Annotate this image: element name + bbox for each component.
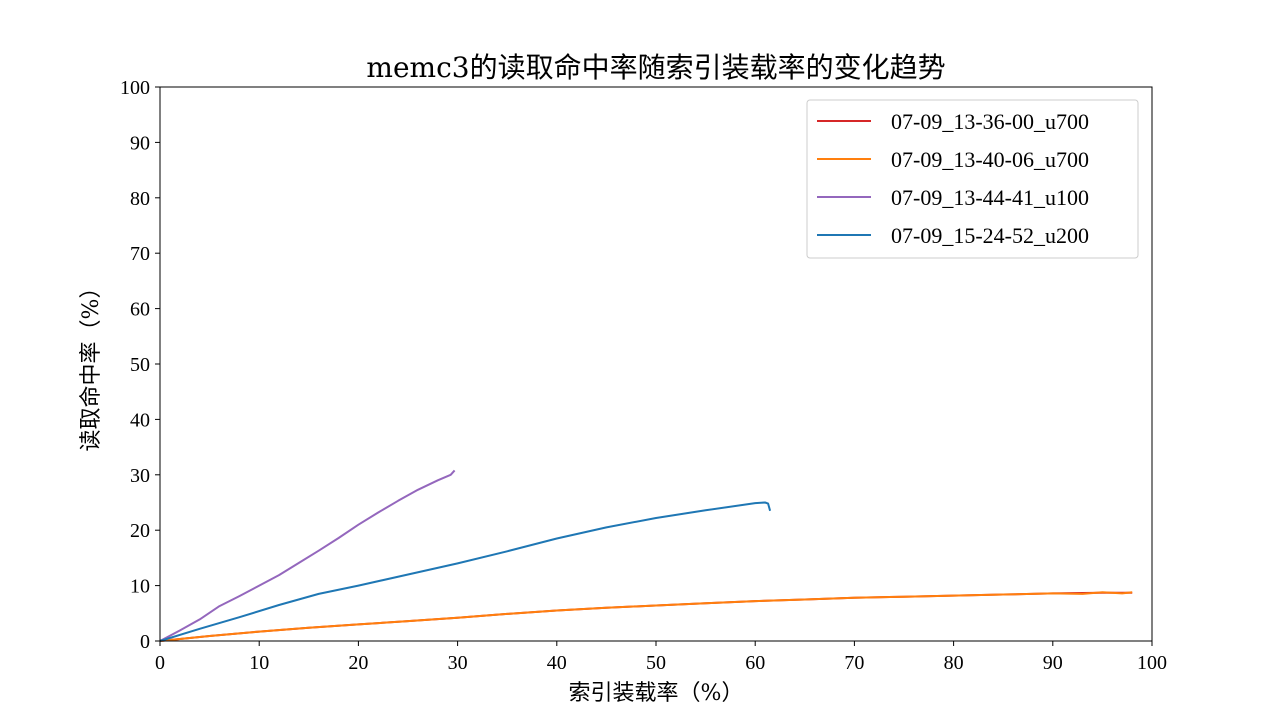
x-tick-label: 50 — [646, 652, 666, 674]
x-axis-label: 索引装载率（%） — [569, 681, 744, 706]
y-tick-label: 90 — [130, 132, 150, 154]
series-line — [159, 501, 772, 642]
y-tick-label: 10 — [130, 576, 150, 598]
y-tick-label: 30 — [130, 465, 150, 487]
x-tick-label: 90 — [1043, 652, 1063, 674]
chart-title: memc3的读取命中率随索引装载率的变化趋势 — [366, 51, 945, 84]
x-tick-label: 100 — [1137, 652, 1167, 674]
series-line — [159, 591, 1133, 642]
legend: 07-09_13-36-00_u700 07-09_13-40-06_u700 07… — [806, 99, 1139, 259]
y-tick-label: 70 — [130, 243, 150, 265]
x-tick-label: 10 — [249, 652, 269, 674]
plot-lines — [159, 469, 1133, 642]
legend-entry-label: 07-09_15-24-52_u200 — [891, 223, 1089, 248]
series-line — [159, 469, 456, 642]
x-tick-label: 20 — [348, 652, 368, 674]
legend-entry-label: 07-09_13-40-06_u700 — [891, 147, 1089, 172]
series-line — [159, 591, 1133, 642]
x-tick-label: 0 — [155, 652, 165, 674]
y-axis-ticks: 0 10 20 30 40 50 60 70 80 90 100 — [120, 77, 160, 653]
legend-box — [806, 99, 1139, 259]
y-tick-label: 80 — [130, 188, 150, 210]
x-tick-label: 70 — [844, 652, 864, 674]
y-tick-label: 50 — [130, 354, 150, 376]
y-tick-label: 0 — [140, 631, 150, 653]
y-tick-label: 60 — [130, 299, 150, 321]
y-tick-label: 20 — [130, 520, 150, 542]
y-axis-label: 读取命中率（%） — [79, 277, 104, 452]
legend-entry-label: 07-09_13-36-00_u700 — [891, 109, 1089, 134]
x-axis-ticks: 0 10 20 30 40 50 60 70 80 90 100 — [155, 641, 1167, 674]
x-tick-label: 60 — [745, 652, 765, 674]
x-tick-label: 40 — [547, 652, 567, 674]
legend-entry-label: 07-09_13-44-41_u100 — [891, 185, 1089, 210]
y-tick-label: 40 — [130, 409, 150, 431]
x-tick-label: 80 — [944, 652, 964, 674]
x-tick-label: 30 — [448, 652, 468, 674]
y-tick-label: 100 — [120, 77, 150, 99]
